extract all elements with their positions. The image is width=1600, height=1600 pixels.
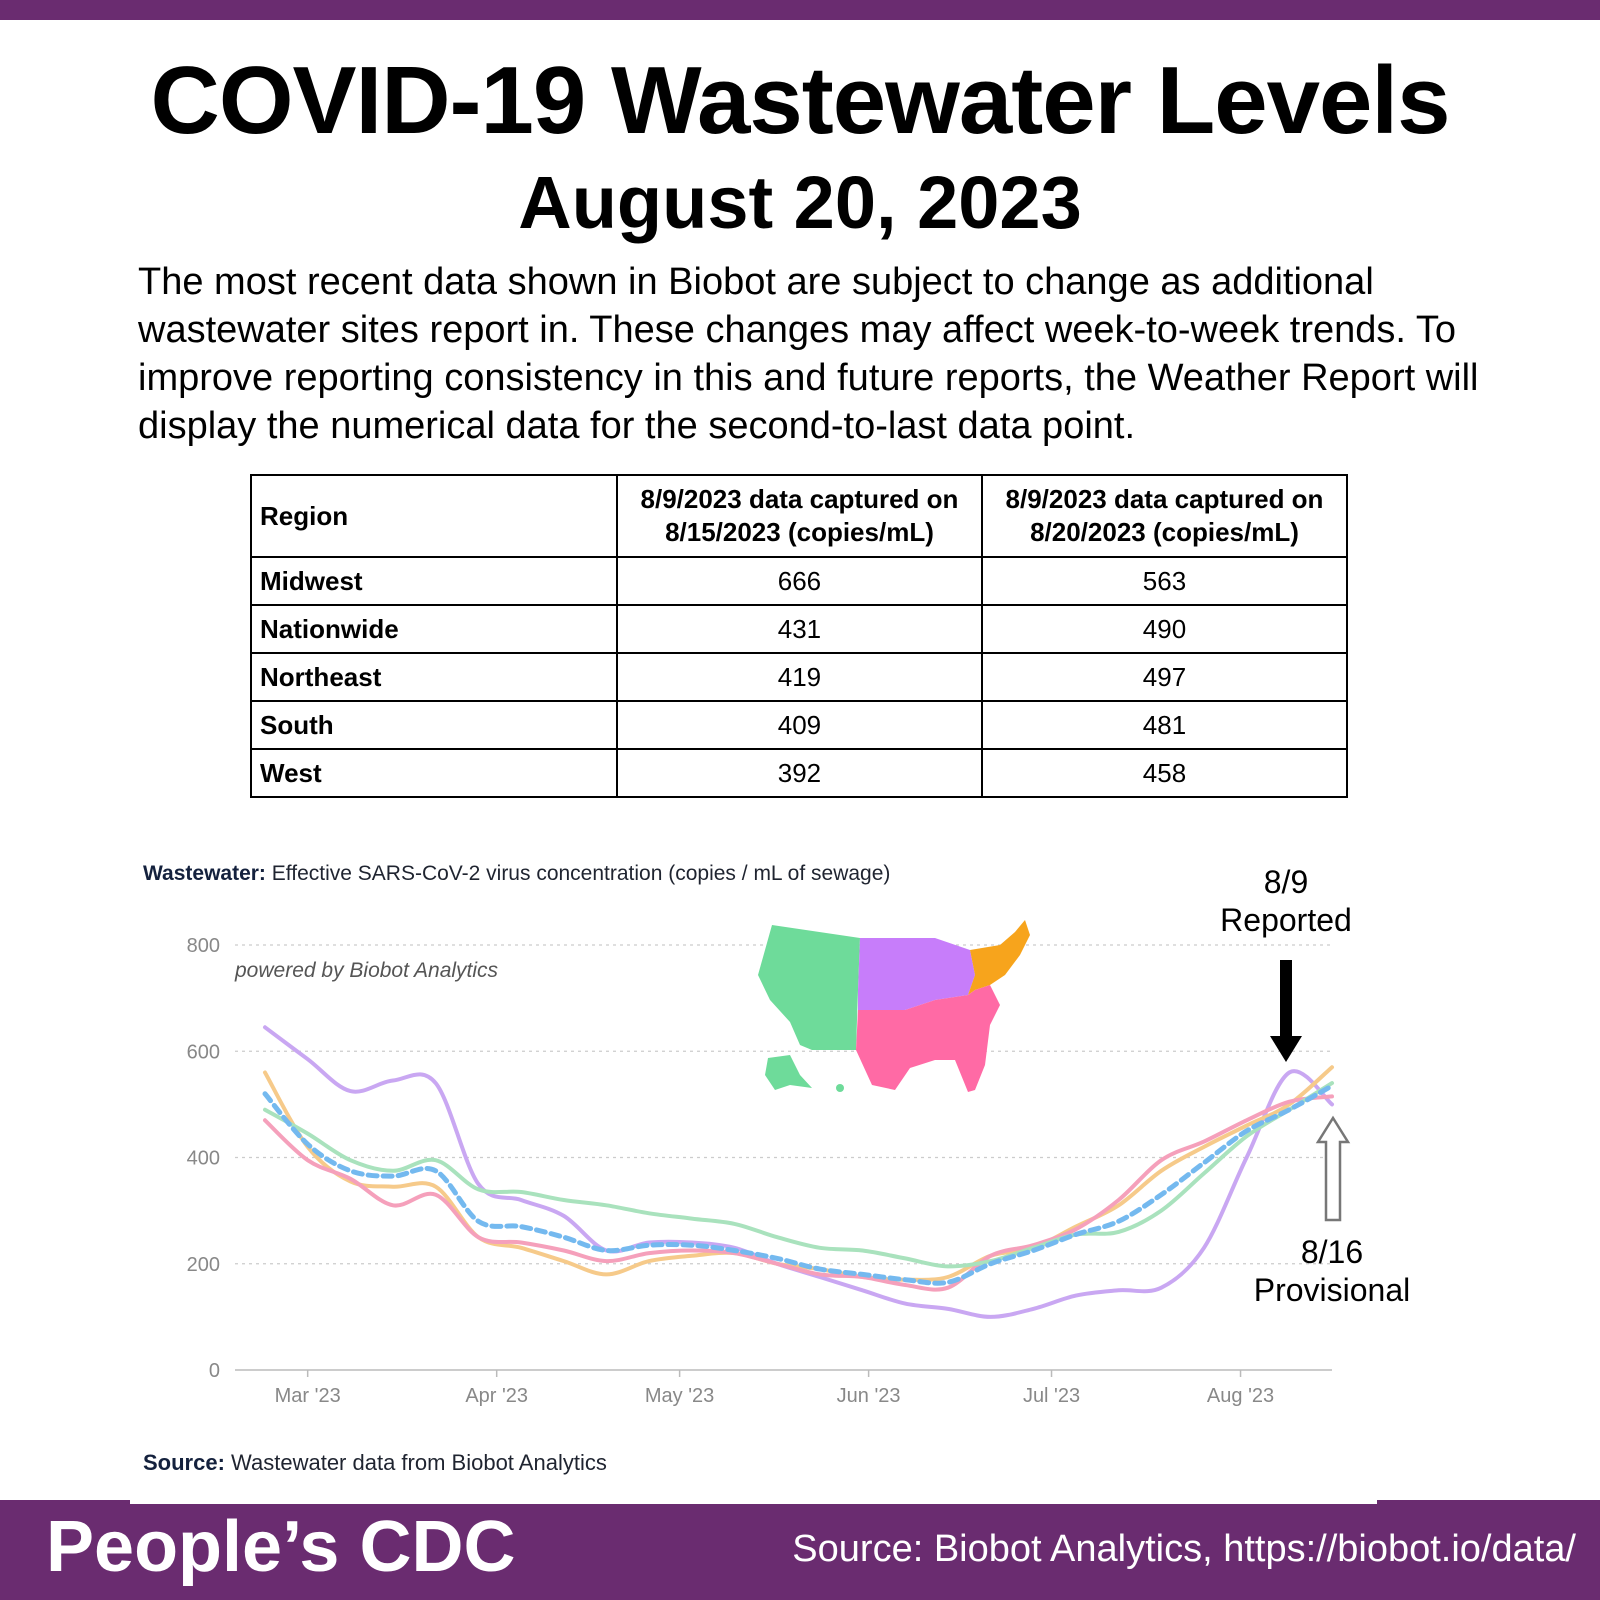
x-tick-label: May '23: [645, 1385, 714, 1407]
chart-series: [262, 1025, 1335, 1319]
reported-date: 8/9: [1263, 864, 1309, 900]
table-cell-value: 490: [980, 604, 1349, 654]
brand-logo-text: People’s CDC: [46, 1507, 516, 1587]
chart-title-text: Effective SARS-CoV-2 virus concentration…: [271, 862, 891, 885]
table-header-col1: 8/9/2023 data captured on 8/15/2023 (cop…: [615, 474, 983, 558]
reported-arrow-shaft: [1280, 960, 1292, 1036]
us-region-map: [758, 920, 1030, 1092]
map-region-midwest: [858, 938, 975, 1010]
y-tick-label: 0: [209, 1360, 220, 1382]
chart-title: Wastewater: Effective SARS-CoV-2 virus c…: [143, 862, 890, 886]
reported-arrow-head: [1270, 1036, 1302, 1062]
table-cell-region: Northeast: [250, 652, 618, 702]
table-cell-value: 563: [980, 556, 1349, 606]
map-region-alaska: [765, 1055, 812, 1090]
series-line-2: [263, 1094, 1334, 1292]
x-tick-label: Apr '23: [465, 1385, 528, 1407]
table-cell-region: Midwest: [250, 556, 618, 606]
table-cell-value: 431: [615, 604, 983, 654]
y-tick-label: 800: [187, 935, 220, 957]
region-table: Region 8/9/2023 data captured on 8/15/20…: [250, 474, 1349, 798]
provisional-arrow-shape: [1315, 1115, 1351, 1222]
table-cell-region: South: [250, 700, 618, 750]
footer-banner: [0, 1500, 1600, 1600]
series-line-0: [263, 1025, 1334, 1319]
table-row: South 409 481: [250, 700, 1349, 750]
provisional-date: 8/16: [1300, 1234, 1364, 1270]
series-line-3: [263, 1081, 1334, 1269]
table-row: Northeast 419 497: [250, 652, 1349, 702]
map-region-northeast: [968, 920, 1030, 995]
map-region-hawaii: [836, 1084, 844, 1092]
table-header-region: Region: [250, 474, 618, 558]
report-date: August 20, 2023: [518, 161, 1082, 244]
top-banner: [0, 0, 1600, 20]
provisional-callout: 8/16 Provisional: [1240, 1233, 1424, 1309]
table-cell-region: West: [250, 748, 618, 798]
y-tick-label: 600: [187, 1041, 220, 1063]
table-header-row: Region 8/9/2023 data captured on 8/15/20…: [250, 474, 1349, 558]
x-tick-label: Jul '23: [1023, 1385, 1080, 1407]
y-tick-label: 400: [187, 1148, 220, 1170]
table-row: West 392 458: [250, 748, 1349, 798]
table-cell-value: 481: [980, 700, 1349, 750]
x-tick-label: Mar '23: [275, 1385, 341, 1407]
map-region-west: [758, 925, 860, 1050]
chart-watermark: powered by Biobot Analytics: [234, 959, 499, 982]
chart-source-bold: Source:: [143, 1450, 225, 1475]
chart-source-text: Wastewater data from Biobot Analytics: [231, 1450, 607, 1475]
table-header-col2: 8/9/2023 data captured on 8/20/2023 (cop…: [980, 474, 1349, 558]
table-cell-value: 458: [980, 748, 1349, 798]
y-axis-ticks: 0 200 400 600 800: [187, 935, 220, 1382]
chart-title-bold: Wastewater:: [143, 862, 266, 885]
x-axis-ticks: Mar '23 Apr '23 May '23 Jun '23 Jul '23 Aug '…: [275, 1370, 1274, 1407]
table-cell-value: 409: [615, 700, 983, 750]
series-line-4: [262, 1083, 1335, 1286]
reported-callout: 8/9 Reported: [1206, 863, 1366, 939]
table-cell-value: 497: [980, 652, 1349, 702]
x-tick-label: Jun '23: [837, 1385, 901, 1407]
page-title: COVID-19 Wastewater Levels: [150, 47, 1451, 154]
table-row: Midwest 666 563: [250, 556, 1349, 606]
chart-source: Source: Wastewater data from Biobot Anal…: [143, 1450, 607, 1476]
intro-text: The most recent data shown in Biobot are…: [138, 261, 1479, 447]
series-line-1: [263, 1065, 1334, 1282]
map-region-south: [856, 985, 1000, 1092]
y-tick-label: 200: [187, 1254, 220, 1276]
table-cell-value: 419: [615, 652, 983, 702]
footer-credit: Source: Biobot Analytics, https://biobot…: [792, 1528, 1576, 1570]
table-cell-value: 666: [615, 556, 983, 606]
table-cell-value: 392: [615, 748, 983, 798]
provisional-label: Provisional: [1253, 1272, 1411, 1308]
provisional-arrow: [1315, 1115, 1351, 1222]
reported-arrow: [1270, 960, 1302, 1062]
reported-label: Reported: [1220, 902, 1352, 938]
x-tick-label: Aug '23: [1207, 1385, 1274, 1407]
footer-divider: [130, 1500, 1377, 1504]
table-row: Nationwide 431 490: [250, 604, 1349, 654]
table-cell-region: Nationwide: [250, 604, 618, 654]
